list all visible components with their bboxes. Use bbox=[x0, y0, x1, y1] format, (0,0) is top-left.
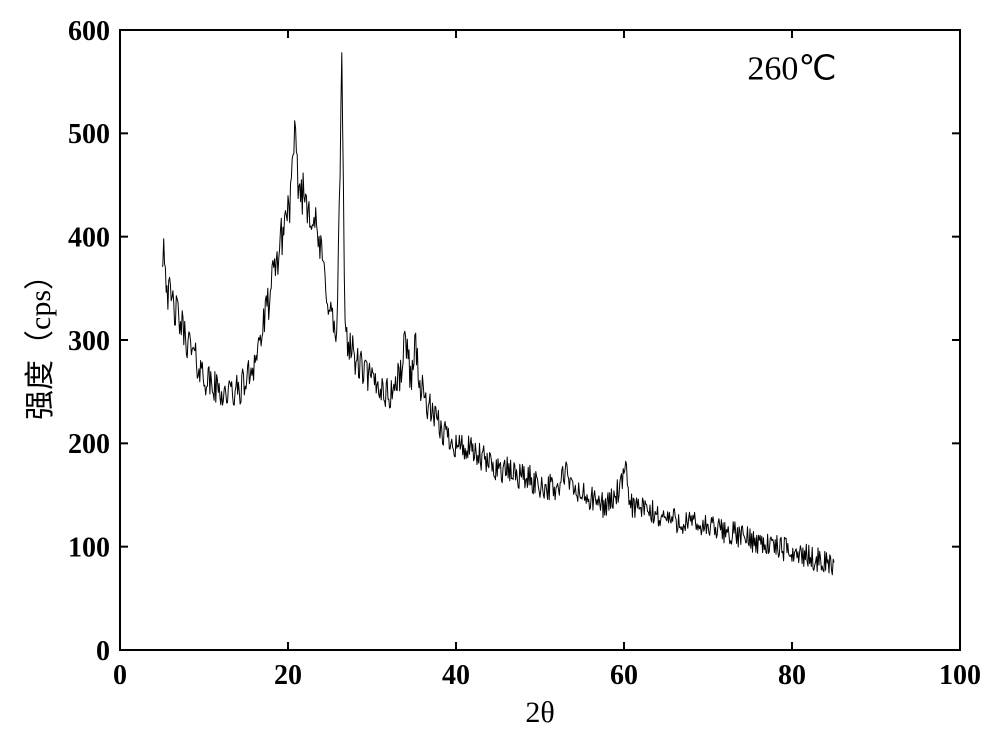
x-tick-label: 0 bbox=[113, 660, 127, 691]
temperature-annotation: 260℃ bbox=[747, 51, 836, 88]
xrd-chart: 0 20 40 60 80 100 0 100 200 300 400 500 600 2θ 强度（cps）… bbox=[0, 0, 1000, 739]
y-tick-label: 100 bbox=[68, 532, 110, 563]
y-tick-label: 500 bbox=[68, 119, 110, 150]
y-tick-label: 200 bbox=[68, 429, 110, 460]
y-tick-label: 0 bbox=[96, 636, 110, 667]
x-axis-title: 2θ bbox=[525, 696, 554, 729]
y-tick-label: 400 bbox=[68, 222, 110, 253]
y-axis-title: 强度（cps） bbox=[24, 260, 57, 420]
x-tick-label: 20 bbox=[274, 660, 302, 691]
x-tick-label: 100 bbox=[939, 660, 981, 691]
chart-svg: 0 20 40 60 80 100 0 100 200 300 400 500 600 2θ 强度（cps）… bbox=[0, 0, 1000, 739]
x-tick-label: 60 bbox=[610, 660, 638, 691]
y-tick-label: 300 bbox=[68, 326, 110, 357]
x-tick-label: 80 bbox=[778, 660, 806, 691]
x-tick-label: 40 bbox=[442, 660, 470, 691]
y-tick-label: 600 bbox=[68, 16, 110, 47]
